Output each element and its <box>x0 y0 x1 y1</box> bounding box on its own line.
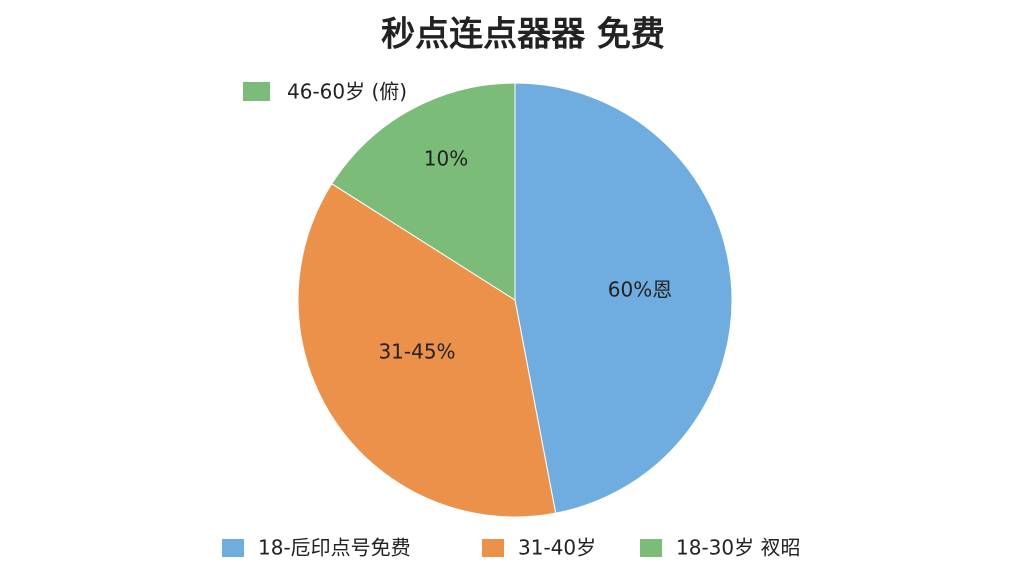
legend-swatch <box>640 539 662 557</box>
legend-label: 46-60岁 (俯) <box>287 80 407 104</box>
pie-slice <box>297 183 557 518</box>
slice-label: 31-45% <box>378 340 455 364</box>
pie-slice <box>331 82 516 301</box>
slice-label: 10% <box>424 147 468 171</box>
legend-swatch <box>243 82 270 101</box>
legend-label: 18-30岁 衩昭 <box>676 536 800 560</box>
pie-slice <box>514 82 733 514</box>
chart-title: 秒点连点器器 免费 <box>381 15 665 55</box>
legend-label: 18-卮印点号免费 <box>258 536 411 560</box>
legend-swatch <box>222 539 244 557</box>
legend-swatch <box>482 539 504 557</box>
slice-label: 60%恩 <box>608 278 672 302</box>
legend-label: 31-40岁 <box>518 536 596 560</box>
